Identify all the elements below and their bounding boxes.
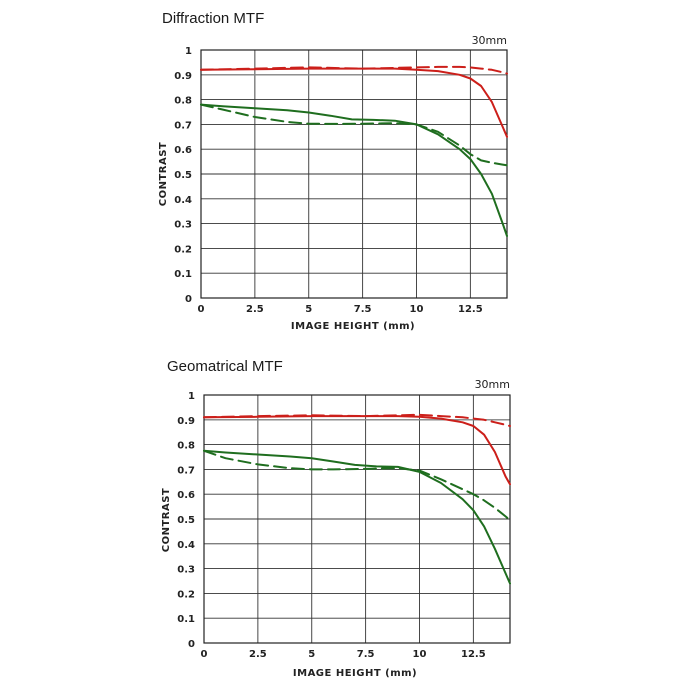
x-tick-label: 12.5	[458, 304, 483, 315]
y-tick-label: 0.5	[177, 515, 195, 526]
y-tick-label: 0.5	[174, 170, 192, 181]
chart-title: Diffraction MTF	[162, 10, 264, 27]
plot-frame	[203, 394, 511, 644]
y-tick-label: 0.7	[174, 120, 192, 131]
y-tick-label: 0.2	[174, 244, 192, 255]
y-tick-label: 1	[185, 46, 192, 57]
y-axis-label: CONTRAST	[161, 488, 172, 553]
x-tick-label: 10	[413, 649, 427, 660]
green-dashed-series-line	[203, 449, 511, 522]
y-tick-label: 0.8	[174, 96, 192, 107]
x-tick-label: 0	[201, 649, 208, 660]
red-solid-series-line	[203, 415, 511, 486]
x-tick-label: 7.5	[354, 304, 372, 315]
x-tick-label: 2.5	[249, 649, 267, 660]
y-tick-label: 0.2	[177, 589, 195, 600]
geomatrical-mtf-chart: Geomatrical MTF 30mm CONTRAST IMAGE HEIG…	[161, 358, 511, 679]
y-tick-label: 0.4	[174, 195, 192, 206]
x-tick-label: 2.5	[246, 304, 264, 315]
y-tick-label: 0.8	[177, 441, 195, 452]
x-tick-label: 0	[198, 304, 205, 315]
x-axis-label: IMAGE HEIGHT (mm)	[291, 321, 415, 332]
plot-frame	[200, 49, 508, 299]
green-solid-series-line	[200, 103, 508, 237]
y-tick-label: 1	[188, 391, 195, 402]
y-tick-label: 0.9	[174, 71, 192, 82]
chart-corner-label: 30mm	[475, 378, 510, 391]
y-tick-label: 0.7	[177, 465, 195, 476]
y-tick-label: 0	[188, 639, 195, 650]
y-tick-label: 0.1	[177, 614, 195, 625]
x-tick-label: 10	[410, 304, 424, 315]
y-tick-label: 0	[185, 294, 192, 305]
y-tick-label: 0.6	[177, 490, 195, 501]
x-tick-label: 5	[308, 649, 315, 660]
y-tick-label: 0.1	[174, 269, 192, 280]
y-tick-label: 0.3	[177, 565, 195, 576]
diffraction-mtf-chart: Diffraction MTF 30mm CONTRAST IMAGE HEIG…	[158, 10, 508, 332]
red-dashed-series-line	[200, 65, 508, 75]
x-tick-label: 7.5	[357, 649, 375, 660]
x-tick-label: 12.5	[461, 649, 486, 660]
x-axis-label: IMAGE HEIGHT (mm)	[293, 668, 417, 679]
green-solid-series-line	[203, 449, 511, 585]
red-dashed-series-line	[203, 413, 511, 427]
y-tick-label: 0.4	[177, 540, 195, 551]
y-axis-label: CONTRAST	[158, 142, 169, 207]
x-tick-label: 5	[305, 304, 312, 315]
red-solid-series-line	[200, 67, 508, 138]
chart-title: Geomatrical MTF	[167, 358, 283, 375]
chart-corner-label: 30mm	[472, 34, 507, 47]
y-tick-label: 0.3	[174, 220, 192, 231]
y-tick-label: 0.6	[174, 145, 192, 156]
y-tick-label: 0.9	[177, 416, 195, 427]
green-dashed-series-line	[200, 103, 508, 167]
